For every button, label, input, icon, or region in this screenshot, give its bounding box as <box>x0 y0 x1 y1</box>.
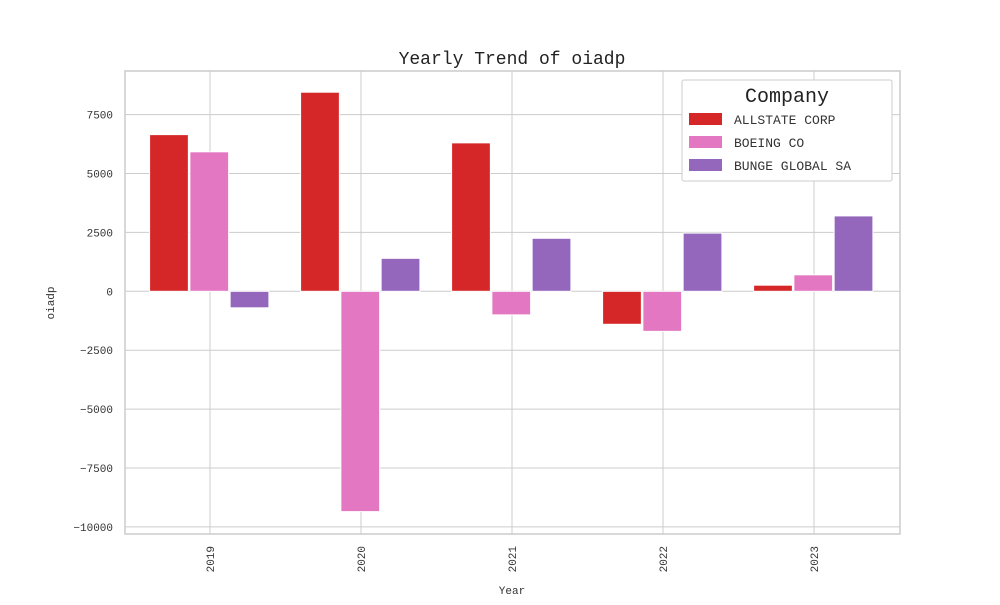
y-tick-label: 0 <box>106 287 113 299</box>
x-tick-label: 2020 <box>357 546 369 572</box>
x-tick-label: 2019 <box>206 546 218 572</box>
bars <box>149 91 874 513</box>
y-tick-label: −7500 <box>80 464 113 476</box>
y-tick-label: −2500 <box>80 346 113 358</box>
y-axis-label: oiadp <box>46 286 58 319</box>
bar <box>189 151 230 292</box>
bar <box>602 290 642 325</box>
y-axis-ticks: −10000 −7500 −5000 −2500 0 2500 5000 7500 <box>73 111 113 535</box>
bar <box>300 91 340 292</box>
bar <box>340 290 381 513</box>
bar <box>491 290 532 316</box>
legend-swatch <box>689 113 722 125</box>
legend-title: Company <box>745 86 829 109</box>
bar <box>149 134 189 292</box>
bar <box>229 290 270 309</box>
y-tick-label: −5000 <box>80 405 113 417</box>
legend-label: BOEING CO <box>734 136 804 151</box>
bar <box>642 290 683 332</box>
bar <box>682 232 723 292</box>
legend-label: ALLSTATE CORP <box>734 113 836 128</box>
legend-swatch <box>689 159 722 171</box>
y-tick-label: −10000 <box>73 523 113 535</box>
x-tick-label: 2022 <box>659 546 671 572</box>
chart-title: Yearly Trend of oiadp <box>399 50 626 70</box>
bar <box>793 274 834 292</box>
x-tick-label: 2023 <box>810 546 822 572</box>
x-axis-label: Year <box>499 586 525 598</box>
x-tick-label: 2021 <box>508 546 520 573</box>
bar <box>380 257 421 292</box>
legend-items: ALLSTATE CORP BOEING CO BUNGE GLOBAL SA <box>689 113 851 174</box>
y-tick-label: 7500 <box>87 111 113 123</box>
plot-frame <box>124 70 901 535</box>
bar <box>833 215 874 292</box>
legend: Company ALLSTATE CORP BOEING CO BUNGE GLOB… <box>681 79 893 182</box>
legend-box <box>681 79 893 182</box>
bar <box>753 284 793 292</box>
legend-label: BUNGE GLOBAL SA <box>734 159 851 174</box>
bar <box>451 142 491 292</box>
x-axis-ticks: 2019 2020 2021 2022 2023 <box>206 546 822 573</box>
legend-swatch <box>689 136 722 148</box>
y-tick-label: 5000 <box>87 169 113 181</box>
y-tick-label: 2500 <box>87 228 113 240</box>
bar <box>531 237 572 292</box>
